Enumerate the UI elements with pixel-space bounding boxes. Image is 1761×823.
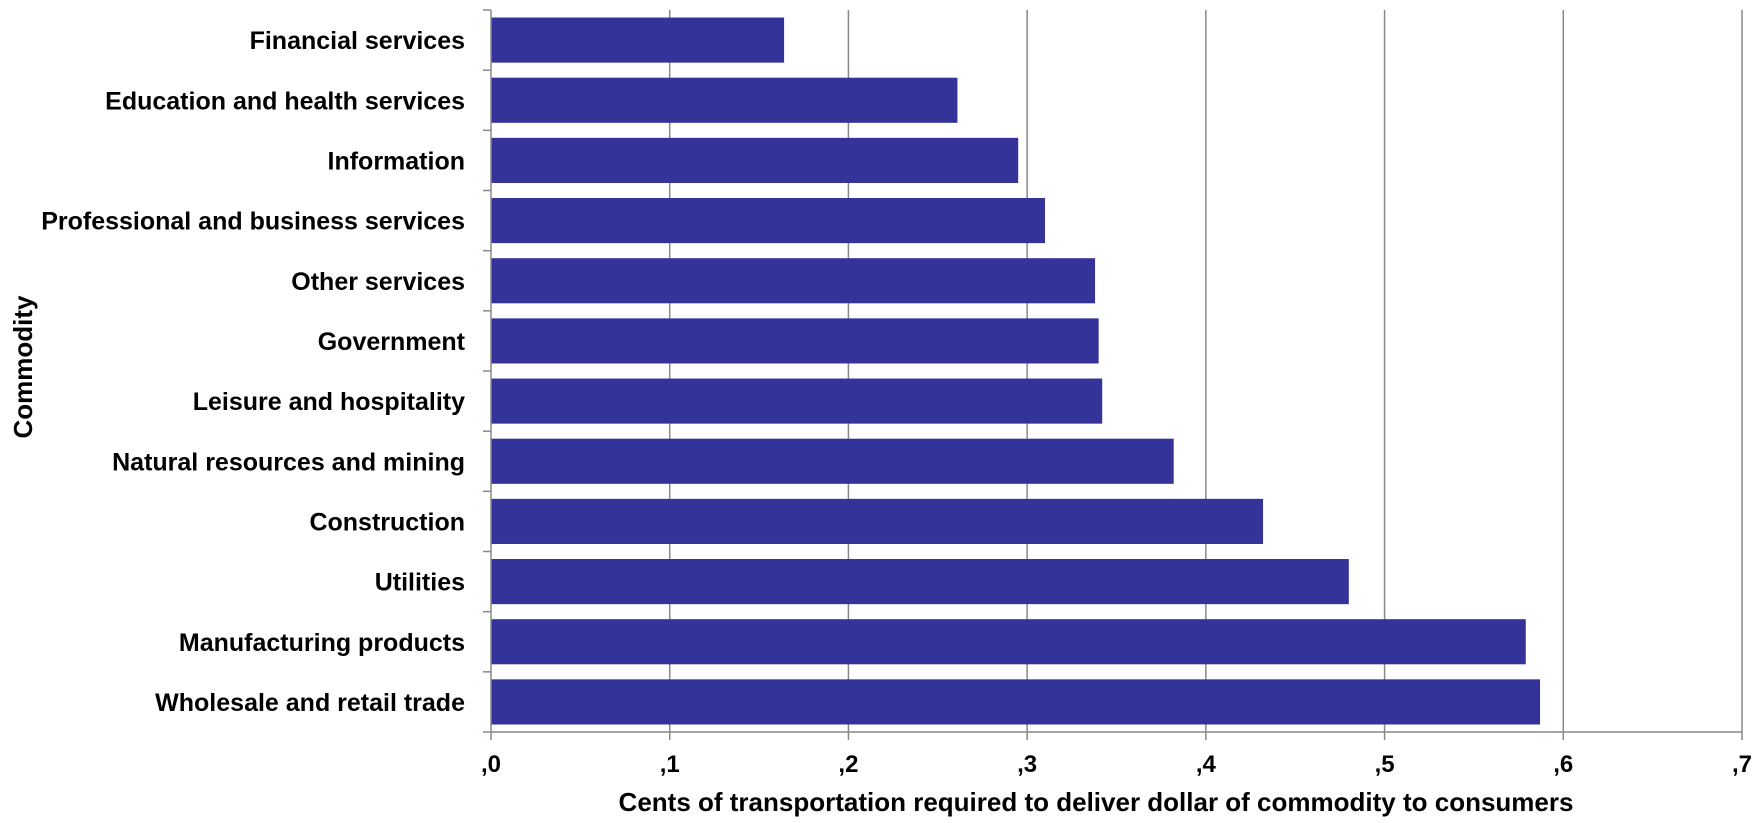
- category-label: Utilities: [375, 569, 465, 597]
- bar: [491, 137, 1019, 183]
- x-tick-labels: ,0 ,1 ,2 ,3 ,4 ,5 ,6 ,7: [481, 751, 1752, 778]
- category-label: Information: [328, 147, 466, 175]
- category-label: Wholesale and retail trade: [155, 689, 465, 717]
- x-tick-label: ,3: [1017, 751, 1037, 778]
- category-label: Education and health services: [105, 87, 465, 115]
- category-label: Natural resources and mining: [112, 448, 465, 476]
- bar: [491, 498, 1264, 544]
- y-axis-title: Commodity: [8, 295, 38, 439]
- category-label: Construction: [309, 508, 465, 536]
- category-label: Financial services: [250, 27, 465, 55]
- bar: [491, 17, 785, 63]
- category-label: Leisure and hospitality: [193, 388, 465, 416]
- bar: [491, 619, 1526, 665]
- axes: [483, 9, 1743, 740]
- x-tick-label: ,7: [1732, 751, 1752, 778]
- x-tick-label: ,5: [1375, 751, 1395, 778]
- x-tick-label: ,6: [1553, 751, 1573, 778]
- x-tick-label: ,0: [481, 751, 501, 778]
- x-tick-label: ,4: [1196, 751, 1217, 778]
- x-axis-title: Cents of transportation required to deli…: [619, 787, 1574, 817]
- category-label: Professional and business services: [41, 208, 465, 236]
- bar: [491, 258, 1096, 304]
- bar: [491, 559, 1349, 605]
- bar: [491, 438, 1174, 484]
- bar: [491, 318, 1099, 364]
- x-tick-label: ,1: [660, 751, 680, 778]
- bar: [491, 378, 1103, 424]
- category-label: Manufacturing products: [179, 629, 465, 657]
- bar: [491, 77, 958, 123]
- category-label: Government: [318, 328, 466, 356]
- bar: [491, 198, 1046, 244]
- category-label: Other services: [291, 268, 465, 296]
- gridlines: [668, 10, 1743, 732]
- category-labels: Financial services Education and health s…: [41, 27, 465, 717]
- bars: [491, 17, 1541, 725]
- bar: [491, 679, 1541, 725]
- x-tick-label: ,2: [838, 751, 858, 778]
